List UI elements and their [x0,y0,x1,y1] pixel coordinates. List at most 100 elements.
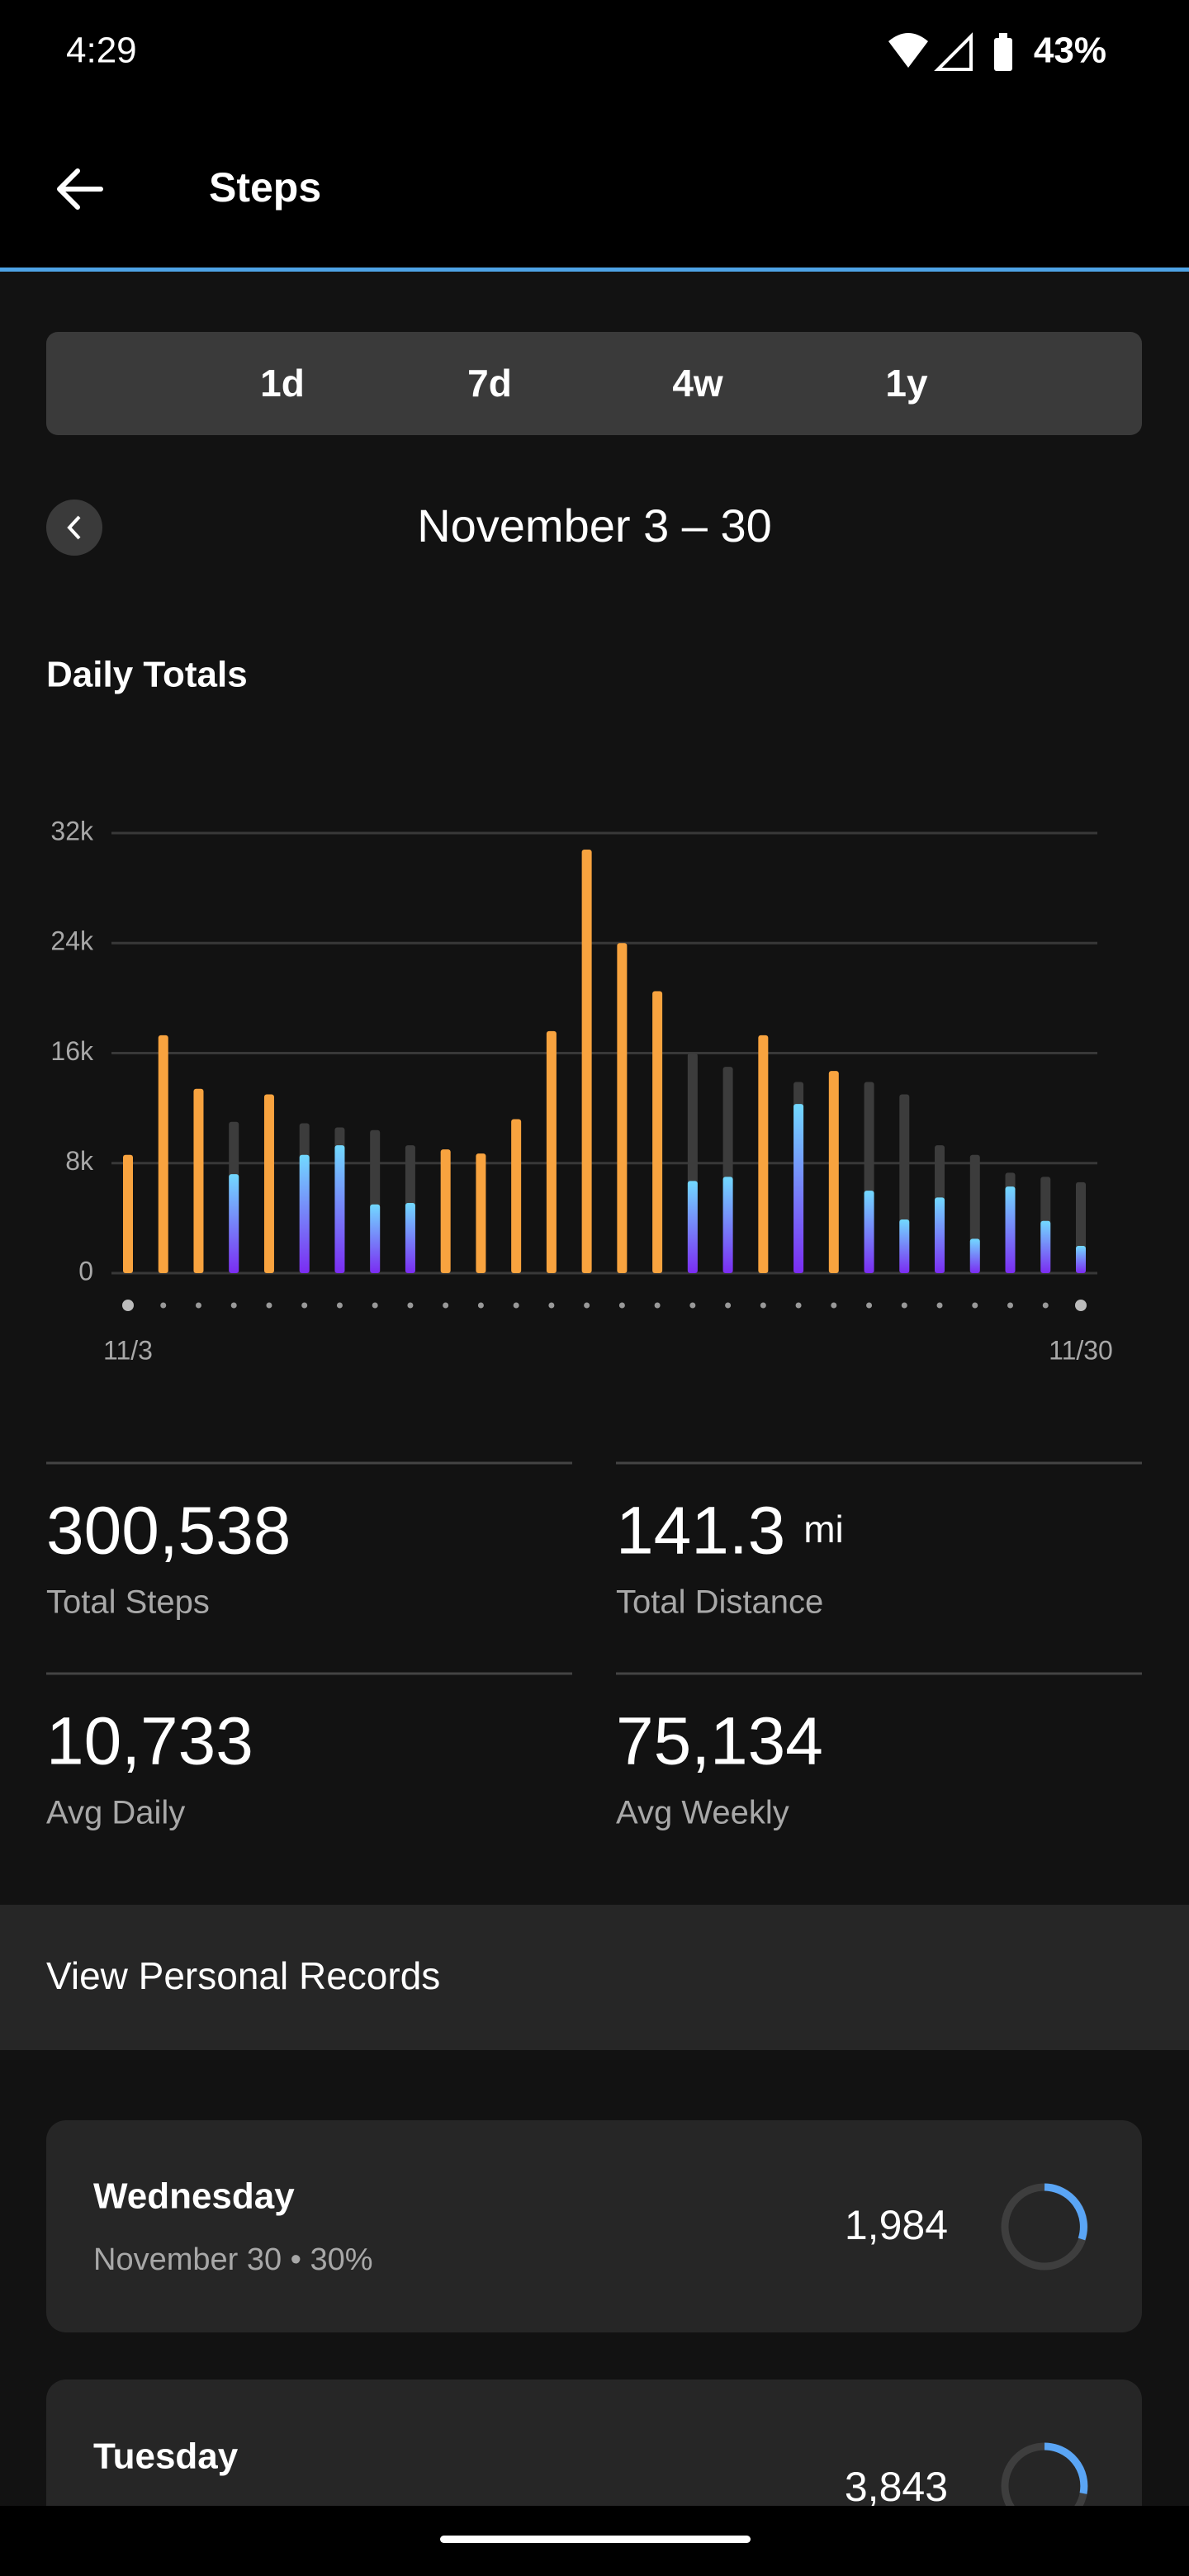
bar [440,1149,451,1273]
stat-label: Total Steps [46,1584,210,1621]
stat-value: 300,538 [46,1494,291,1569]
bar [722,1177,733,1273]
day-steps: 1,984 [845,2202,948,2248]
bar [899,1219,910,1273]
tab[interactable]: 4w [672,362,723,405]
tab[interactable]: 1y [885,362,928,405]
bar [1040,1220,1051,1273]
x-tick [407,1302,414,1309]
bar [828,1071,839,1273]
day-name: Wednesday [93,2176,295,2217]
x-tick [160,1302,167,1309]
bar [299,1154,310,1273]
bar [263,1094,274,1273]
bar [476,1153,486,1273]
x-tick [372,1302,378,1309]
bar [758,1035,769,1273]
bar [546,1030,557,1273]
status-time: 4:29 [66,31,137,71]
day-steps: 3,843 [845,2464,948,2510]
x-tick [936,1302,943,1309]
bar [334,1145,345,1273]
bar [158,1035,168,1273]
x-tick [795,1302,802,1309]
x-tick [901,1302,907,1309]
x-tick [336,1302,343,1309]
x-tick [1042,1302,1049,1309]
header-line [0,268,1189,272]
bar [405,1203,415,1273]
x-tick [301,1302,308,1309]
tab[interactable]: 1d [260,362,305,405]
bar [370,1204,381,1273]
x-tick [195,1302,201,1309]
bar [581,849,592,1273]
bar [193,1088,204,1273]
progress-arc [1044,2183,1087,2241]
x-tick [689,1302,696,1309]
bar [687,1181,698,1273]
x-tick-label: 11/3 [103,1335,153,1365]
bar [1005,1186,1016,1273]
progress-arc [1044,2442,1088,2494]
day-card[interactable] [46,2379,1142,2576]
status-battery: 43% [1034,31,1106,71]
x-tick [866,1302,873,1309]
x-tick [266,1302,272,1309]
x-tick [477,1302,484,1309]
x-tick [230,1302,237,1309]
stat-label: Avg Weekly [616,1795,789,1831]
bar [969,1238,980,1273]
stat-value: 10,733 [46,1704,253,1779]
bar [935,1197,945,1273]
bar [1076,1245,1086,1273]
x-tick [513,1302,519,1309]
bar [229,1174,239,1273]
bar [511,1119,522,1273]
x-tick [122,1300,134,1311]
stat-label: Total Distance [616,1584,823,1621]
x-tick [760,1302,766,1309]
app-bar [0,0,1189,268]
y-tick-label: 8k [65,1146,94,1176]
bar [617,943,628,1273]
status-icons [888,32,1012,71]
x-tick-label: 11/30 [1049,1335,1113,1365]
chart-title: Daily Totals [46,655,248,695]
y-tick-label: 32k [50,816,94,845]
date-range: November 3 – 30 [417,500,772,552]
day-detail: November 30 • 30% [93,2242,373,2277]
x-tick [618,1302,625,1309]
stat-unit: mi [803,1508,844,1551]
records-link[interactable]: View Personal Records [46,1954,440,1997]
x-tick [654,1302,661,1309]
records-row[interactable] [0,1905,1189,2050]
x-tick [548,1302,555,1309]
stat-value: 141.3 [616,1494,785,1569]
day-card[interactable] [46,2120,1142,2332]
x-tick [1007,1302,1014,1309]
x-tick [584,1302,590,1309]
bar [864,1191,874,1273]
stat-label: Avg Daily [46,1795,185,1831]
x-tick [443,1302,449,1309]
y-tick-label: 0 [78,1256,93,1286]
x-tick [831,1302,837,1309]
header-title: Steps [209,164,321,211]
x-tick [725,1302,732,1309]
bar [652,991,663,1273]
prev-button[interactable] [46,500,102,556]
stat-value: 75,134 [616,1704,823,1779]
tab-bar [46,332,1142,435]
bar [123,1154,133,1273]
back-button[interactable] [57,168,103,210]
tab[interactable]: 7d [467,362,512,405]
y-tick-label: 24k [50,926,94,956]
day-name: Tuesday [93,2436,239,2477]
y-tick-label: 16k [50,1036,94,1066]
bar [793,1104,804,1273]
prev-icon [67,515,81,540]
home-indicator[interactable] [440,2536,751,2543]
